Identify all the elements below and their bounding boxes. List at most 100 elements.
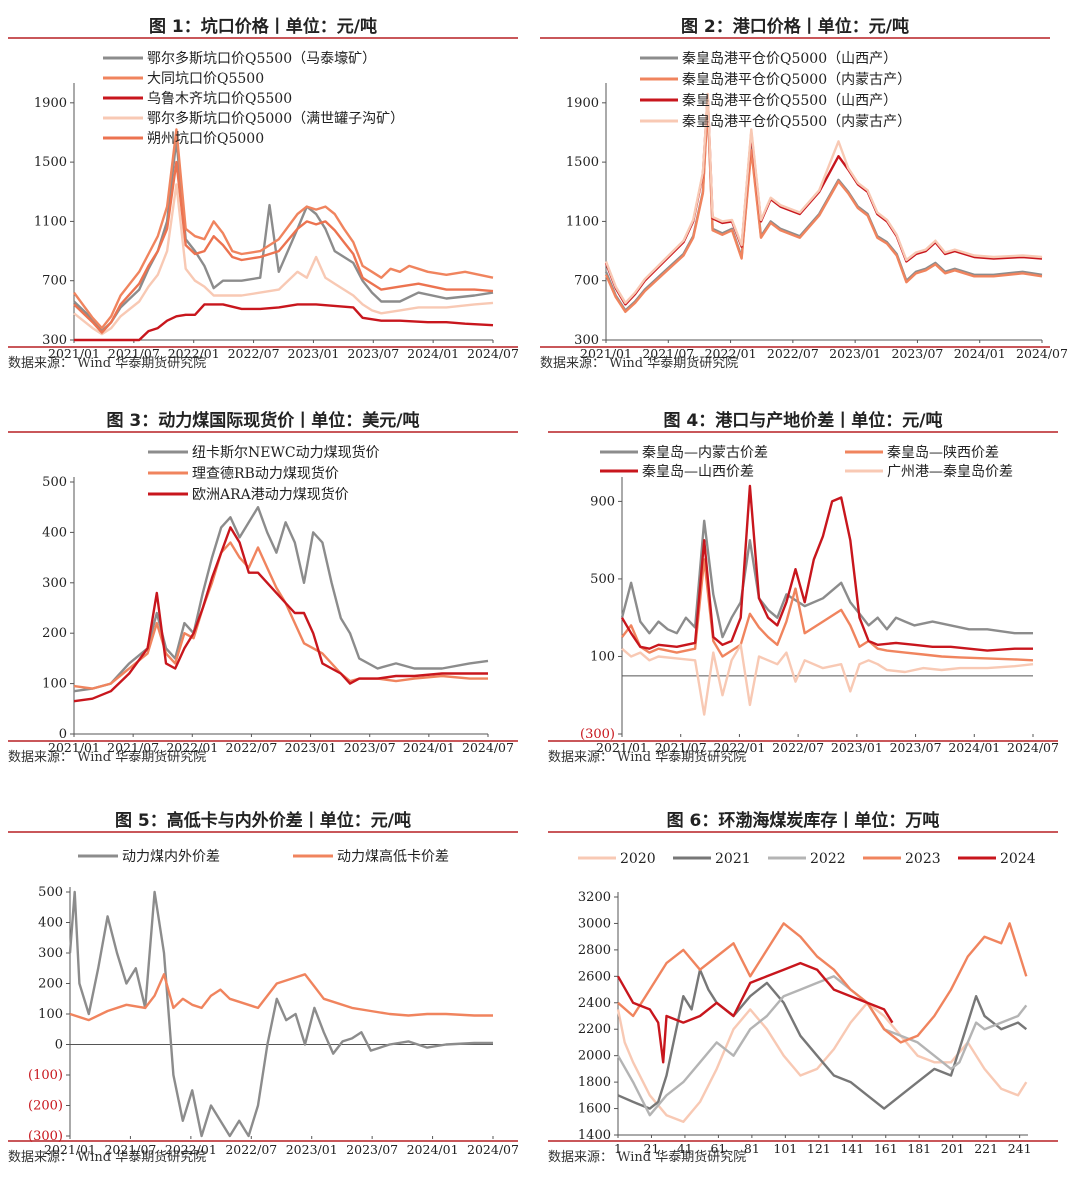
legend-label: 动力煤高低卡价差	[337, 848, 449, 865]
title-rule	[548, 831, 1058, 833]
x-tick-label: 2022/01	[168, 346, 220, 361]
x-tick-label: 241	[1008, 1141, 1032, 1156]
series-line-2	[73, 541, 488, 690]
y-tick-label: 0	[59, 727, 67, 742]
legend-label: 鄂尔多斯坑口价Q5000（满世罐子沟矿）	[147, 110, 404, 127]
legend-label: 2022	[810, 851, 846, 867]
legend-label: 秦皇岛—陕西价差	[887, 445, 999, 461]
source-rule	[548, 1140, 1058, 1142]
y-tick-label: 200	[38, 977, 63, 992]
title-rule	[8, 431, 518, 433]
chart-panel-4: 图 4：港口与产地价差丨单位：元/吨 数据来源： Wind 华泰期货研究院 (300…	[548, 400, 1059, 790]
chart-panel-3: 图 3：动力煤国际现货价丨单位：美元/吨数据来源： Wind 华泰期货研究院 0 1…	[8, 400, 518, 790]
legend-label: 秦皇岛港平仓价Q5000（山西产）	[682, 51, 897, 67]
y-tick-label: 2200	[578, 1022, 611, 1037]
y-tick-label: 300	[38, 946, 63, 961]
x-tick-label: 2024/01	[954, 346, 1006, 361]
y-tick-label: (200)	[28, 1099, 63, 1114]
y-tick-label: 300	[42, 333, 67, 348]
x-tick-label: 2024/01	[407, 1142, 459, 1157]
y-tick-label: 1800	[578, 1075, 611, 1090]
x-tick-label: 2021/07	[108, 346, 160, 361]
x-tick-label: 1	[614, 1141, 622, 1156]
series-line-1	[73, 138, 494, 333]
y-tick-label: 1100	[566, 214, 599, 229]
y-tick-label: 500	[38, 885, 63, 900]
series-line-3	[74, 303, 494, 342]
x-tick-label: 2022/01	[165, 1142, 217, 1157]
y-tick-label: 500	[590, 572, 615, 587]
legend-label: 秦皇岛—内蒙古价差	[642, 445, 768, 461]
legend-label: 动力煤内外价差	[122, 849, 220, 865]
x-tick-label: 2021/01	[48, 740, 100, 755]
chart-panel-2: 图 2：港口价格丨单位：元/吨 数据来源： Wind 华泰期货研究院 300 700 1…	[540, 6, 1068, 396]
x-tick-label: 61	[710, 1141, 726, 1156]
legend-label: 秦皇岛—山西价差	[642, 464, 754, 480]
series-line-2	[621, 558, 1034, 662]
x-tick-label: 2022/01	[166, 740, 218, 755]
series-line-4	[621, 643, 1034, 716]
source-rule	[8, 1140, 518, 1142]
x-tick-label: 2023/01	[285, 740, 337, 755]
x-tick-label: 2023/01	[287, 346, 339, 361]
source-rule	[8, 740, 518, 742]
y-tick-label: 700	[574, 274, 599, 289]
y-tick-label: 100	[42, 677, 67, 692]
x-tick-label: 41	[677, 1141, 693, 1156]
source-rule	[540, 346, 1050, 348]
chart-title: 图 1：坑口价格丨单位：元/吨	[149, 17, 377, 37]
x-tick-label: 2021/07	[642, 346, 694, 361]
legend-label: 乌鲁木齐坑口价Q5500	[147, 91, 292, 107]
y-tick-label: 300	[574, 333, 599, 348]
chart-title: 图 4：港口与产地价差丨单位：元/吨	[663, 411, 943, 431]
x-tick-label: 2022/07	[225, 1142, 277, 1157]
legend-label: 2021	[715, 851, 751, 867]
source-rule	[8, 346, 518, 348]
x-tick-label: 2023/01	[831, 740, 883, 755]
x-tick-label: 2022/07	[225, 740, 277, 755]
x-tick-label: 81	[744, 1141, 760, 1156]
x-tick-label: 2023/07	[344, 740, 396, 755]
x-tick-label: 2024/07	[467, 1142, 519, 1157]
y-tick-label: 3000	[578, 916, 611, 931]
x-tick-label: 2024/07	[1007, 740, 1059, 755]
y-tick-label: 1100	[34, 214, 67, 229]
series-line-5	[73, 160, 494, 334]
data-source-note: 数据来源： Wind 华泰期货研究院	[8, 356, 207, 371]
y-tick-label: 300	[42, 576, 67, 591]
y-tick-label: (100)	[28, 1068, 63, 1083]
legend-label: 2020	[620, 851, 656, 867]
legend-label: 秦皇岛港平仓价Q5500（山西产）	[682, 93, 897, 109]
legend-label: 2024	[1000, 851, 1036, 867]
x-tick-label: 161	[874, 1141, 898, 1156]
chart-title: 图 2：港口价格丨单位：元/吨	[681, 17, 909, 37]
data-source-note: 数据来源： Wind 华泰期货研究院	[8, 1150, 207, 1165]
chart-title: 图 3：动力煤国际现货价丨单位：美元/吨	[106, 411, 420, 431]
y-tick-label: 1500	[34, 155, 67, 170]
x-tick-label: 141	[840, 1141, 864, 1156]
y-tick-label: 1900	[34, 96, 67, 111]
x-tick-label: 2023/01	[829, 346, 881, 361]
chart-svg: (300) (200) (100) 0 100 200 300 400 500 2021/01 20…	[28, 848, 519, 1157]
data-source-note: 数据来源： Wind 华泰期货研究院	[548, 750, 747, 765]
y-tick-label: 200	[42, 626, 67, 641]
x-tick-label: 2021/01	[48, 346, 100, 361]
y-tick-label: 1600	[578, 1102, 611, 1117]
series-line-3	[620, 484, 1033, 652]
chart-svg: 0 100 200 300 400 500 2021/01 2021/07 2022/01 202…	[42, 444, 514, 755]
chart-svg: 300 700 1100 1500 1900 2021/01 2021/07 2022/01 2…	[34, 50, 519, 361]
title-rule	[540, 37, 1050, 39]
y-tick-label: 2600	[578, 969, 611, 984]
x-tick-label: 2022/07	[767, 346, 819, 361]
y-tick-label: 700	[42, 274, 67, 289]
chart-title: 图 6：环渤海煤炭库存丨单位：万吨	[666, 811, 940, 831]
y-tick-label: 1900	[566, 96, 599, 111]
data-source-note: 数据来源： Wind 华泰期货研究院	[8, 750, 207, 765]
y-tick-label: 500	[42, 475, 67, 490]
x-tick-label: 2024/01	[948, 740, 1000, 755]
y-tick-label: 400	[38, 916, 63, 931]
chart-svg: 1400 1600 1800 2000 2200 2400 2600 2800 3000 3200…	[578, 851, 1036, 1156]
data-source-note: 数据来源： Wind 华泰期货研究院	[548, 1150, 747, 1165]
y-tick-label: (300)	[28, 1129, 63, 1144]
source-rule	[548, 740, 1058, 742]
